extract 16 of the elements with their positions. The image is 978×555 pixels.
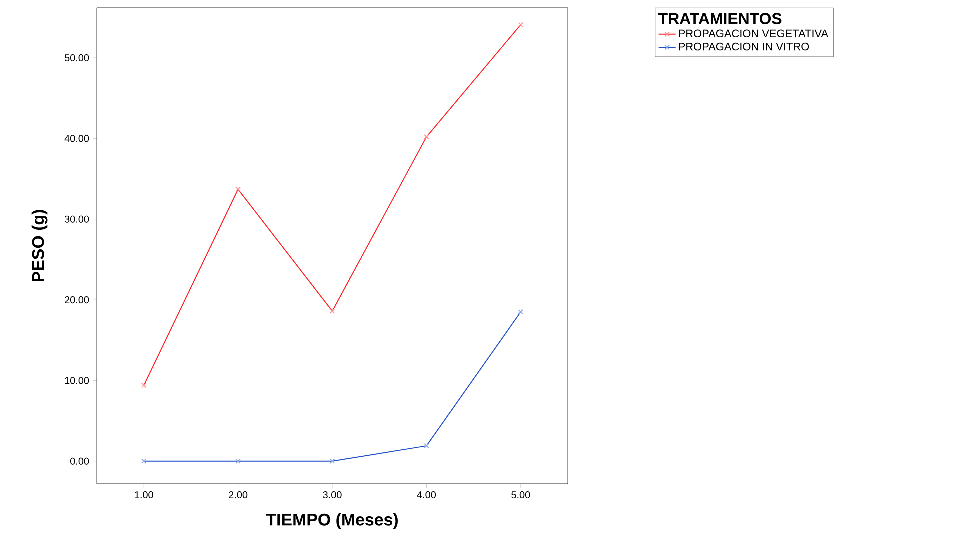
x-tick-label: 3.00 xyxy=(323,492,342,499)
x-tick-label: 4.00 xyxy=(417,492,436,499)
y-tick-label: 20.00 xyxy=(65,296,90,304)
y-tick-label: 0.00 xyxy=(70,458,90,465)
legend-label: PROPAGACION VEGETATIVA xyxy=(679,30,829,38)
x-tick-label: 5.00 xyxy=(512,492,530,499)
y-tick-label: 10.00 xyxy=(65,377,90,384)
y-tick-label: 40.00 xyxy=(64,135,90,142)
legend-title: TRATAMIENTOS xyxy=(658,13,782,24)
y-tick-label: 50.00 xyxy=(64,54,90,62)
legend-label: PROPAGACION IN VITRO xyxy=(679,42,810,51)
x-tick-label: 2.00 xyxy=(229,492,248,499)
y-tick-label: 30.00 xyxy=(64,216,90,223)
x-tick-label: 1.00 xyxy=(135,492,154,499)
y-axis-title: PESO (g) xyxy=(32,210,48,282)
x-axis-title: TIEMPO (Meses) xyxy=(266,513,398,530)
